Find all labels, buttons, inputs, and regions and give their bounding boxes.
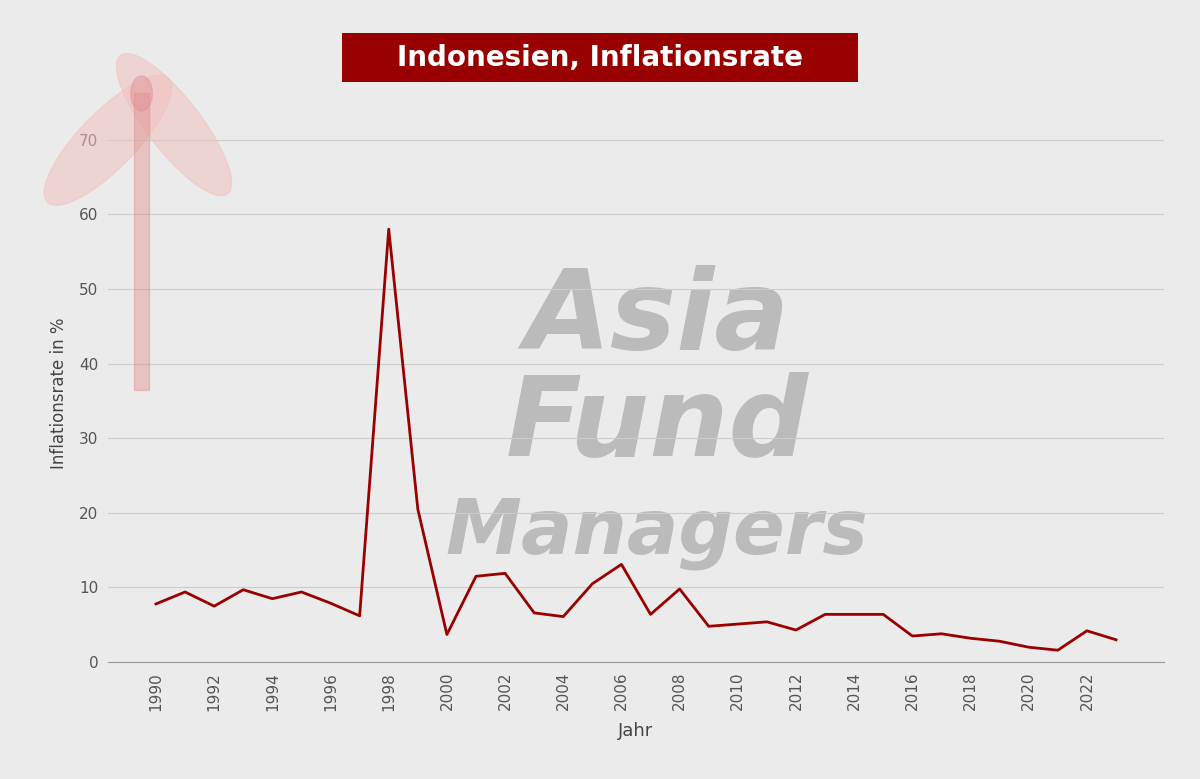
X-axis label: Jahr: Jahr [618,722,654,740]
Text: Managers: Managers [445,496,869,570]
Text: Indonesien, Inflationsrate: Indonesien, Inflationsrate [397,44,803,72]
Ellipse shape [44,76,172,205]
Ellipse shape [116,54,232,196]
Bar [134,93,149,390]
Y-axis label: Inflationsrate in %: Inflationsrate in % [49,318,67,469]
Ellipse shape [131,76,152,111]
Text: Asia: Asia [524,265,790,372]
Text: Fund: Fund [505,372,809,479]
